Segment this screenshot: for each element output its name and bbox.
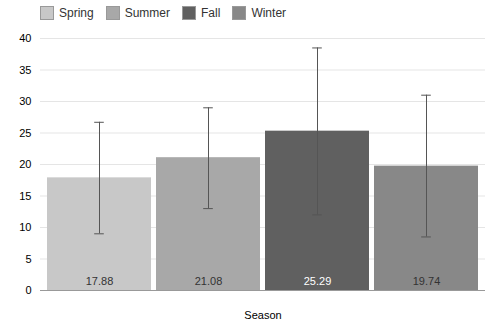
svg-text:0: 0	[25, 284, 31, 296]
html-text:Spring: Spring	[59, 6, 94, 20]
html-text:Winter: Winter	[251, 6, 286, 20]
svg-text:20: 20	[19, 158, 31, 170]
svg-text:30: 30	[19, 95, 31, 107]
html-text:Summer: Summer	[124, 6, 170, 20]
svg-text:10: 10	[19, 221, 31, 233]
svg-text:17.88: 17.88	[86, 275, 114, 287]
svg-text:35: 35	[19, 64, 31, 76]
svg-text:40: 40	[19, 32, 31, 44]
svg-text:19.74: 19.74	[413, 275, 441, 287]
svg-text:25: 25	[19, 127, 31, 139]
svg-text:21.08: 21.08	[195, 275, 223, 287]
html-text:Fall: Fall	[201, 6, 221, 20]
svg-text:Season: Season	[244, 309, 281, 321]
svg-text:15: 15	[19, 190, 31, 202]
svg-text:5: 5	[25, 253, 31, 265]
svg-text:25.29: 25.29	[304, 275, 332, 287]
